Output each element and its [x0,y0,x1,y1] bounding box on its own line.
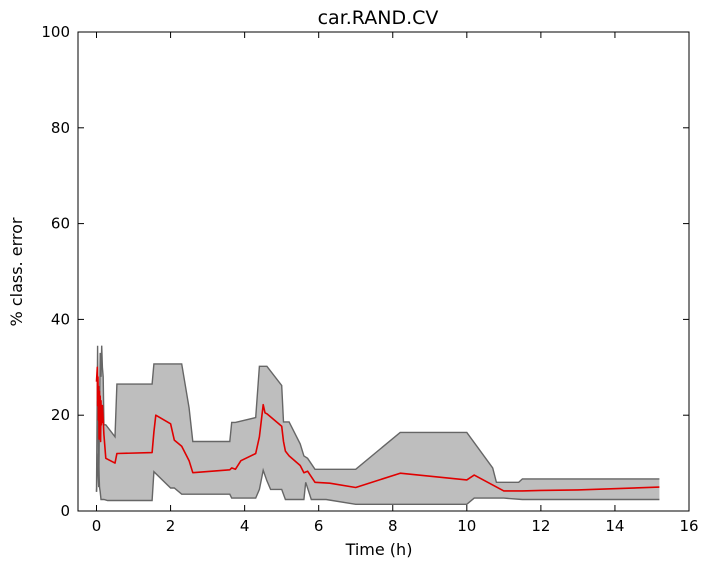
y-tick-label: 20 [51,406,70,424]
error-band [96,345,660,505]
series-line-0 [95,366,660,492]
x-tick-label: 8 [388,517,398,535]
plot-frame [77,31,690,512]
plot-area [95,345,660,505]
chart-title: car.RAND.CV [318,7,439,29]
y-tick-label: 0 [60,502,70,520]
band-lower-edge [95,453,660,505]
y-axis-label: % class. error [7,217,26,326]
y-tick-label: 40 [51,310,70,328]
x-tick-label: 0 [92,517,102,535]
x-tick-label: 2 [166,517,176,535]
x-tick-label: 14 [605,517,624,535]
band-upper-edge [95,345,660,492]
x-axis-label: Time (h) [345,540,413,559]
x-tick-label: 12 [531,517,550,535]
x-tick-label: 16 [679,517,698,535]
x-tick-label: 6 [314,517,324,535]
y-tick-label: 80 [51,119,70,137]
x-tick-label: 10 [457,517,476,535]
x-tick-label: 4 [240,517,250,535]
y-tick-label: 100 [41,23,70,41]
y-tick-label: 60 [51,215,70,233]
axes: 0 2 4 6 8 10 12 14 16 0 20 40 60 80 100 [41,23,698,535]
